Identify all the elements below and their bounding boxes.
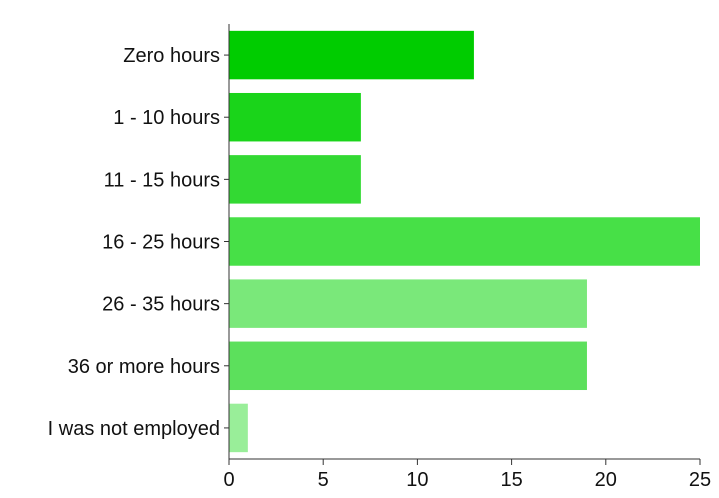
category-label-4: 26 - 35 hours [102,294,220,316]
category-label-6: I was not employed [48,418,220,440]
bar-4 [229,279,587,328]
x-tick-label-2: 10 [406,469,428,491]
category-label-3: 16 - 25 hours [102,232,220,254]
bar-1 [229,92,361,142]
bar-5 [229,341,587,391]
category-label-2: 11 - 15 hours [104,169,220,191]
bars [229,30,700,453]
bar-2 [229,155,361,204]
title-fragment [60,0,700,2]
x-tick-label-5: 25 [689,469,711,491]
bar-0 [229,30,474,80]
category-label-1: 1 - 10 hours [113,107,220,129]
bar-6 [229,403,248,453]
axes [224,24,700,460]
bar-3 [229,217,700,266]
x-tick-label-3: 15 [500,469,522,491]
x-tick-label-4: 20 [595,469,617,491]
category-label-5: 36 or more hours [68,356,220,378]
x-tick-label-1: 5 [318,469,329,491]
x-axis-ticks: 0 5 10 15 20 25 [223,459,711,491]
category-label-0: Zero hours [123,45,220,67]
category-labels: Zero hours 1 - 10 hours 11 - 15 hours 16 - … [48,45,220,440]
x-tick-label-0: 0 [223,469,234,491]
